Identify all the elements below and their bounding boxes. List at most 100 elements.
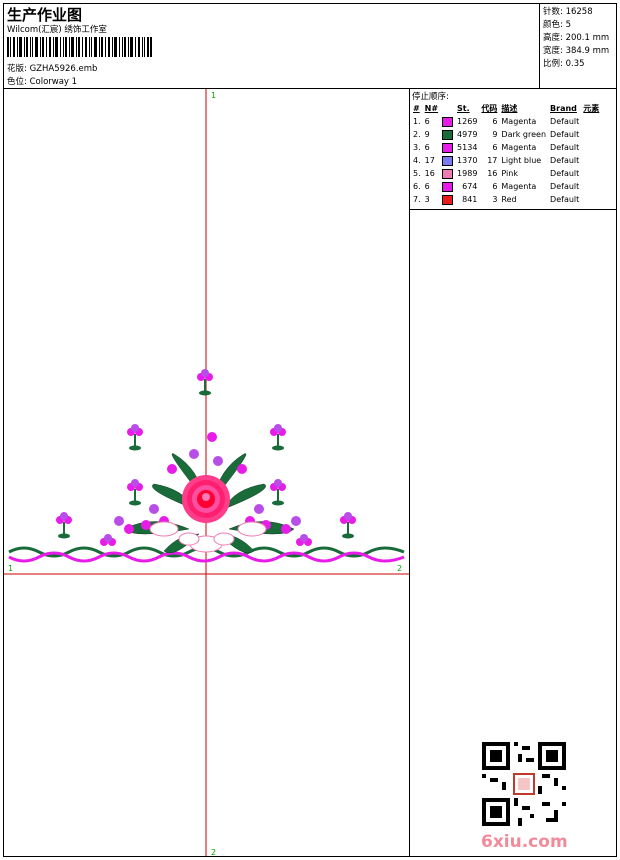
barcode [7,37,152,57]
row-code: 6 [492,182,498,191]
row-description: Magenta [501,143,537,152]
table-row: 2. 9 4979 9 Dark green Default [411,128,601,141]
color-swatch [442,168,454,179]
axis-v-top-label: 1 [211,91,216,100]
col-stitches: St. [457,104,470,113]
color-swatch [442,155,454,166]
colorway-label: 色位: [7,77,27,87]
colorway-name: Colorway 1 [29,77,78,87]
row-index: 5. [413,169,421,178]
row-element [581,180,601,193]
row-brand: Default [550,182,580,191]
colorway: 色位: Colorway 1 [7,75,77,87]
row-stitches: 1370 [457,156,478,165]
col-description: 描述 [501,104,518,113]
table-row: 5. 16 1989 16 Pink Default [411,167,601,180]
row-index: 2. [413,130,421,139]
table-row: 6. 6 674 6 Magenta Default [411,180,601,193]
stat-height: 高度: 200.1 mm [543,33,610,43]
site-watermark: 6xiu.com [481,832,568,852]
row-index: 7. [413,195,421,204]
row-brand: Default [550,195,580,204]
stat-stitches: 针数: 16258 [543,7,593,17]
row-swatch [440,115,455,128]
row-needle: 9 [424,130,430,139]
row-swatch [440,141,455,154]
row-stitches: 4979 [457,130,478,139]
col-brand: Brand [550,104,577,113]
flower-sprigs [56,369,356,546]
lace-petals [149,521,267,553]
production-sheet: 生产作业图 Wilcom(汇宸) 绣饰工作室 花版: [3,3,617,857]
row-index: 1. [413,117,421,126]
row-code: 6 [492,143,498,152]
row-element [581,115,601,128]
row-swatch [440,180,455,193]
row-needle: 6 [424,143,430,152]
table-row: 7. 3 841 3 Red Default [411,193,601,206]
row-description: Red [501,195,517,204]
company-name: Wilcom(汇宸) 绣饰工作室 [7,25,107,35]
row-stitches: 1269 [457,117,478,126]
row-description: Pink [501,169,518,178]
stop-sequence-title: 停止顺序: [412,92,449,102]
row-element [581,128,601,141]
row-description: Magenta [501,182,537,191]
row-code: 3 [492,195,498,204]
row-needle: 17 [424,156,435,165]
row-stitches: 674 [462,182,478,191]
row-swatch [440,167,455,180]
col-element: 元素 [583,104,600,113]
stop-sequence-panel: 停止顺序: # N# St. 代码 描述 Brand 元素 1. 6 1269 6 Ma… [410,89,616,856]
stat-colors: 颜色: 5 [543,20,571,30]
row-needle: 6 [424,117,430,126]
stat-width: 宽度: 384.9 mm [543,46,610,56]
row-brand: Default [550,117,580,126]
stop-sequence-table: # N# St. 代码 描述 Brand 元素 1. 6 1269 6 Magenta D… [411,102,601,206]
row-brand: Default [550,156,580,165]
axis-h-left-label: 1 [8,564,13,573]
row-index: 3. [413,143,421,152]
row-index: 4. [413,156,421,165]
axis-h-right-label: 2 [397,564,402,573]
table-row: 3. 6 5134 6 Magenta Default [411,141,601,154]
file-label: 花版: [7,64,27,74]
col-index: # [413,104,420,113]
row-code: 9 [492,130,498,139]
row-code: 16 [487,169,498,178]
page-title: 生产作业图 [7,6,83,24]
row-code: 6 [492,117,498,126]
color-swatch [442,194,454,205]
table-header-row: # N# St. 代码 描述 Brand 元素 [411,102,601,115]
row-element [581,154,601,167]
color-swatch [442,142,454,153]
row-code: 17 [487,156,498,165]
stat-scale: 比例: 0.35 [543,59,585,69]
row-brand: Default [550,169,580,178]
center-rose [182,475,230,523]
design-preview: 1 2 1 2 [4,89,410,857]
row-index: 6. [413,182,421,191]
row-needle: 6 [424,182,430,191]
row-description: Dark green [501,130,547,139]
row-swatch [440,128,455,141]
color-swatch [442,129,454,140]
design-file: 花版: GZHA5926.emb [7,62,97,74]
table-row: 4. 17 1370 17 Light blue Default [411,154,601,167]
col-code: 代码 [481,104,498,113]
row-needle: 16 [424,169,435,178]
row-element [581,141,601,154]
row-stitches: 1989 [457,169,478,178]
qr-code [482,742,566,826]
row-description: Light blue [501,156,542,165]
col-needle: N# [424,104,439,113]
col-swatch [440,102,455,115]
row-description: Magenta [501,117,537,126]
row-needle: 3 [424,195,430,204]
table-row: 1. 6 1269 6 Magenta Default [411,115,601,128]
row-swatch [440,193,455,206]
color-swatch [442,116,454,127]
row-element [581,167,601,180]
file-name: GZHA5926.emb [29,64,98,74]
embroidery-canvas: 1 2 1 2 [4,89,409,857]
